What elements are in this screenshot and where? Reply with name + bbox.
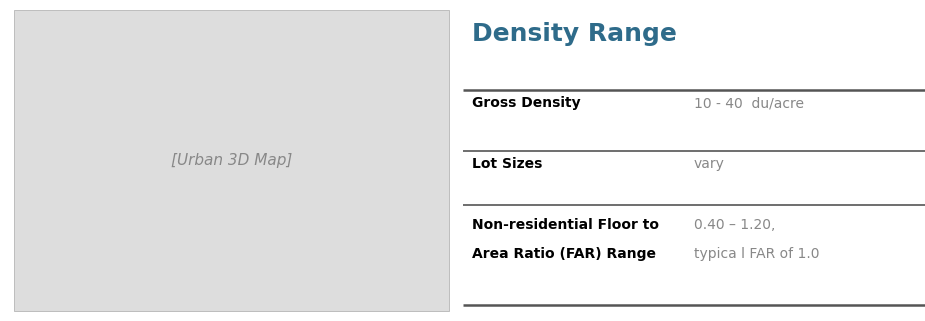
Text: [Urban 3D Map]: [Urban 3D Map] xyxy=(170,153,292,168)
Text: Non-residential Floor to: Non-residential Floor to xyxy=(472,218,659,232)
Text: Density Range: Density Range xyxy=(472,22,676,47)
Text: vary: vary xyxy=(694,157,724,171)
Text: typica l FAR of 1.0: typica l FAR of 1.0 xyxy=(694,247,820,261)
Text: 10 - 40  du/acre: 10 - 40 du/acre xyxy=(694,96,804,110)
Text: 0.40 – 1.20,: 0.40 – 1.20, xyxy=(694,218,775,232)
Text: Lot Sizes: Lot Sizes xyxy=(472,157,542,171)
Text: Area Ratio (FAR) Range: Area Ratio (FAR) Range xyxy=(472,247,656,261)
Text: Gross Density: Gross Density xyxy=(472,96,580,110)
